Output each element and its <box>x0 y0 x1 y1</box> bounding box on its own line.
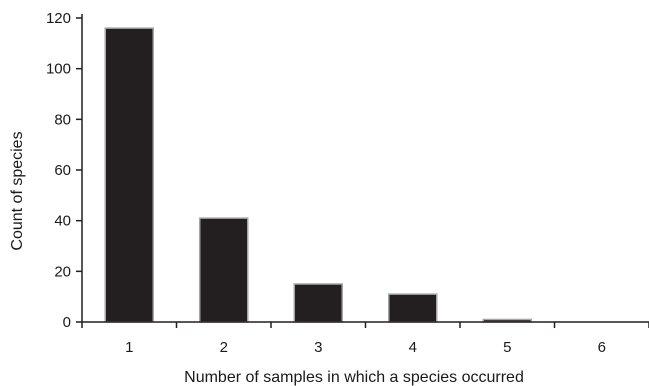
y-tick-label: 100 <box>46 61 71 78</box>
y-tick-label: 0 <box>63 314 71 331</box>
y-axis-label: Count of species <box>9 131 26 250</box>
bar-1 <box>104 27 154 323</box>
bars-group <box>104 27 532 323</box>
x-tick-label: 1 <box>125 339 133 356</box>
x-tick-label: 4 <box>409 339 417 356</box>
y-tick-label: 120 <box>46 10 71 27</box>
axes-group <box>81 14 649 323</box>
x-tick-label: 2 <box>220 339 228 356</box>
bar-4 <box>388 293 438 323</box>
x-ticks-group: 1 2 3 4 5 6 <box>81 322 649 356</box>
y-tick-label: 20 <box>54 263 71 280</box>
y-tick-label: 40 <box>54 213 71 230</box>
x-axis-label: Number of samples in which a species occ… <box>184 369 524 386</box>
bar-2 <box>199 217 249 323</box>
y-tick-label: 60 <box>54 162 71 179</box>
x-tick-label: 5 <box>503 339 511 356</box>
x-tick-label: 6 <box>598 339 606 356</box>
bar-3 <box>293 283 343 323</box>
x-tick-label: 3 <box>314 339 322 356</box>
y-tick-label: 80 <box>54 111 71 128</box>
y-ticks-group: 0 20 40 60 80 100 120 <box>46 10 82 331</box>
